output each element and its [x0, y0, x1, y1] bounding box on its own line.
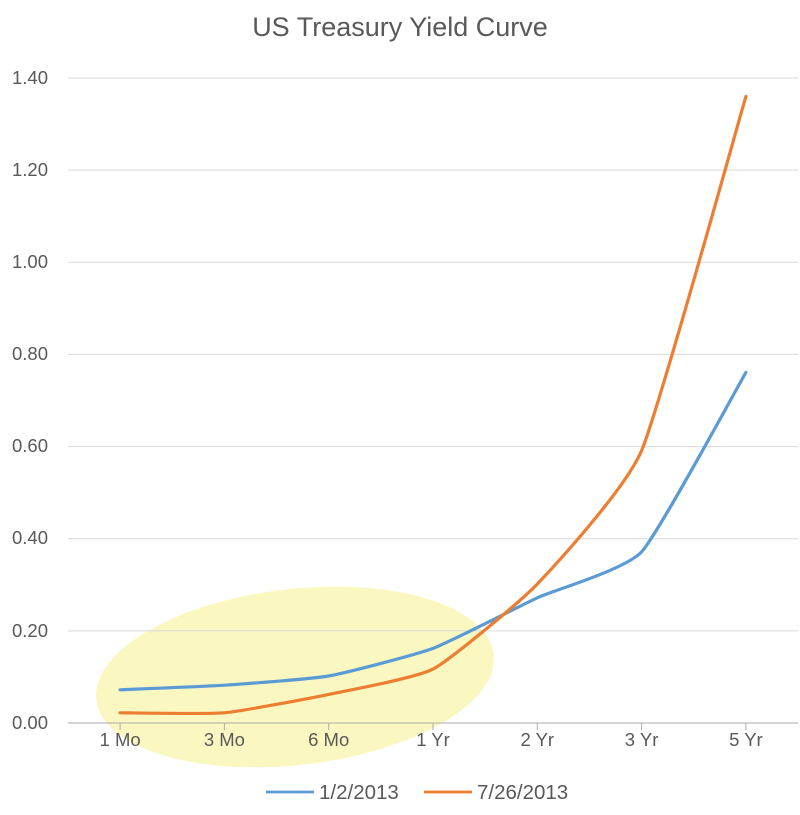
svg-text:1.00: 1.00 [12, 251, 48, 272]
svg-text:1.20: 1.20 [12, 159, 48, 180]
svg-text:1.40: 1.40 [12, 67, 48, 88]
svg-text:0.20: 0.20 [12, 620, 48, 641]
svg-text:0.80: 0.80 [12, 343, 48, 364]
svg-text:2 Yr: 2 Yr [520, 729, 554, 750]
svg-text:3 Mo: 3 Mo [204, 729, 245, 750]
svg-text:0.60: 0.60 [12, 435, 48, 456]
svg-text:6 Mo: 6 Mo [308, 729, 349, 750]
svg-text:7/26/2013: 7/26/2013 [477, 781, 568, 804]
svg-text:5 Yr: 5 Yr [729, 729, 763, 750]
svg-text:3 Yr: 3 Yr [625, 729, 659, 750]
svg-text:1/2/2013: 1/2/2013 [319, 781, 399, 804]
svg-text:1 Mo: 1 Mo [100, 729, 141, 750]
svg-text:0.00: 0.00 [12, 712, 48, 733]
svg-text:1 Yr: 1 Yr [416, 729, 450, 750]
svg-text:0.40: 0.40 [12, 527, 48, 548]
